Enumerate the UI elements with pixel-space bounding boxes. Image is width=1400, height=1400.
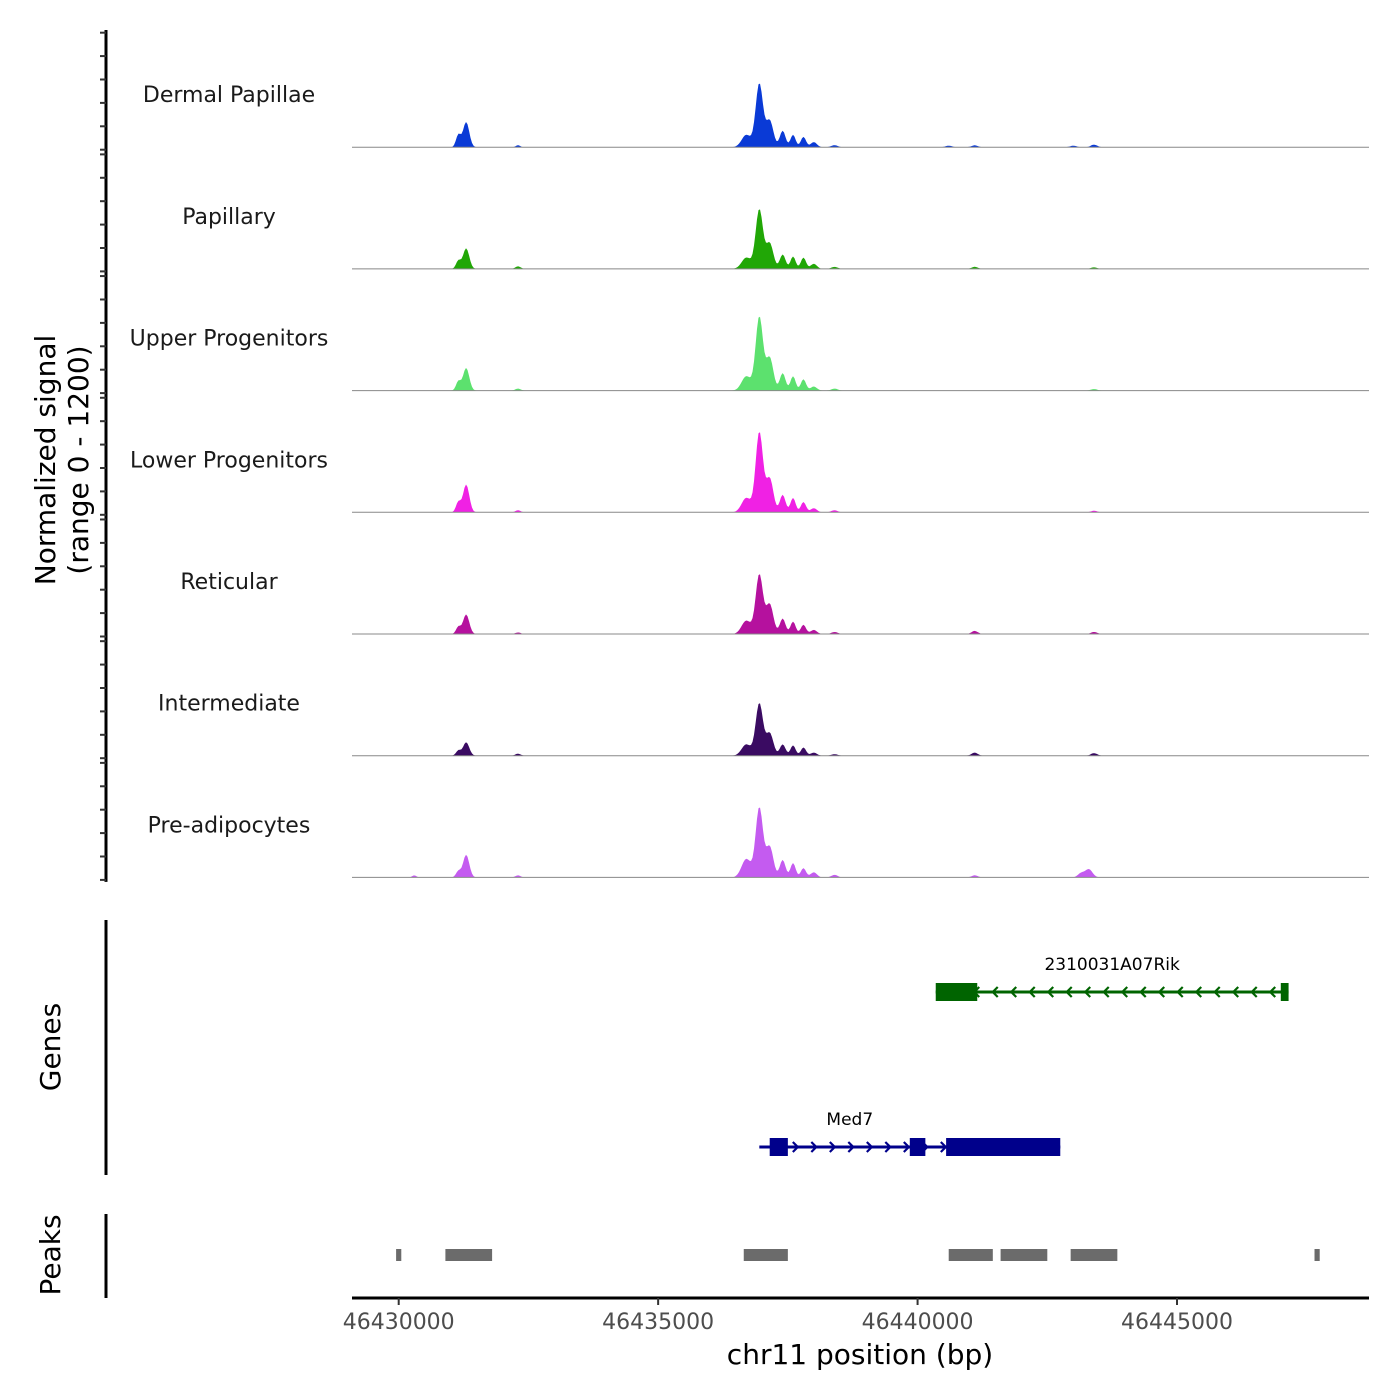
strand-arrow: [847, 1141, 855, 1153]
gene-label: Med7: [826, 1110, 873, 1130]
strand-arrow: [1009, 986, 1018, 998]
strand-arrow: [903, 1141, 911, 1153]
track-label: Papillary: [182, 205, 276, 230]
track-papillary: Papillary: [182, 205, 1369, 270]
track-upper-progenitors: Upper Progenitors: [130, 316, 1369, 392]
signal-tracks: Dermal Papillae Papillary Upper Progenitor…: [130, 83, 1369, 878]
track-lower-progenitors: Lower Progenitors: [130, 432, 1369, 513]
gene-med7: Med7: [759, 1110, 1061, 1156]
strand-arrow: [1046, 986, 1055, 998]
gene-annotations: 2310031A07Rik Med7: [759, 955, 1289, 1156]
genes-title: Genes: [34, 1003, 67, 1091]
track-dermal-papillae: Dermal Papillae: [143, 83, 1369, 148]
strand-arrow: [792, 1141, 800, 1153]
track-intermediate: Intermediate: [158, 692, 1369, 757]
strand-arrow: [1157, 986, 1166, 998]
x-tick-label: 46445000: [1121, 1310, 1233, 1335]
gene-exon: [769, 1138, 788, 1156]
strand-arrow: [1268, 986, 1277, 998]
strand-arrow: [884, 1141, 892, 1153]
signal-area: [352, 316, 1369, 391]
strand-arrow: [1083, 986, 1092, 998]
gene-exon: [935, 983, 978, 1001]
track-label: Pre-adipocytes: [148, 813, 311, 838]
strand-arrow: [991, 986, 999, 998]
track-label: Reticular: [180, 570, 278, 595]
strand-arrow: [1231, 986, 1240, 998]
x-tick-label: 46435000: [602, 1310, 714, 1335]
x-axis-title: chr11 position (bp): [727, 1338, 993, 1371]
peak-region: [948, 1249, 993, 1261]
peak-region: [1000, 1249, 1048, 1261]
signal-area: [352, 574, 1369, 634]
strand-arrow: [1213, 986, 1221, 998]
track-label: Intermediate: [158, 692, 300, 717]
y-axis-title: Normalized signal: [29, 335, 62, 586]
x-tick-label: 46430000: [343, 1310, 455, 1335]
strand-arrow: [1028, 986, 1036, 998]
signal-area: [352, 209, 1369, 269]
track-label: Dermal Papillae: [143, 83, 315, 108]
strand-arrow: [829, 1141, 837, 1153]
peak-region: [396, 1249, 402, 1261]
signal-area: [352, 432, 1369, 513]
gene-2310031a07rik: 2310031A07Rik: [935, 955, 1289, 1001]
track-label: Lower Progenitors: [130, 448, 328, 473]
signal-y-axis: [100, 30, 108, 882]
peak-region: [1070, 1249, 1118, 1261]
signal-area: [352, 703, 1369, 756]
strand-arrow: [1139, 986, 1147, 998]
strand-arrow: [1194, 986, 1203, 998]
strand-arrow: [1102, 986, 1110, 998]
signal-area: [352, 807, 1369, 878]
strand-arrow: [940, 1141, 948, 1153]
x-tick-label: 46440000: [862, 1310, 974, 1335]
peak-region: [1314, 1249, 1320, 1261]
gene-label: 2310031A07Rik: [1044, 955, 1180, 975]
strand-arrow: [1250, 986, 1258, 998]
peak-regions: [396, 1249, 1320, 1261]
track-reticular: Reticular: [180, 570, 1369, 635]
gene-exon: [909, 1138, 926, 1156]
y-axis-range: (range 0 - 1200): [62, 345, 95, 574]
gene-exon: [1280, 983, 1289, 1001]
strand-arrow: [1065, 986, 1073, 998]
strand-arrow: [1120, 986, 1129, 998]
strand-arrow: [810, 1141, 818, 1153]
gene-exon: [946, 1138, 1061, 1156]
track-pre-adipocytes: Pre-adipocytes: [148, 807, 1369, 878]
peaks-title: Peaks: [34, 1214, 67, 1295]
signal-area: [352, 83, 1369, 148]
peak-region: [445, 1249, 493, 1261]
track-label: Upper Progenitors: [130, 327, 329, 352]
peak-region: [743, 1249, 788, 1261]
strand-arrow: [866, 1141, 874, 1153]
strand-arrow: [1176, 986, 1184, 998]
x-axis: 46430000 46435000 46440000 46445000: [343, 1296, 1369, 1335]
